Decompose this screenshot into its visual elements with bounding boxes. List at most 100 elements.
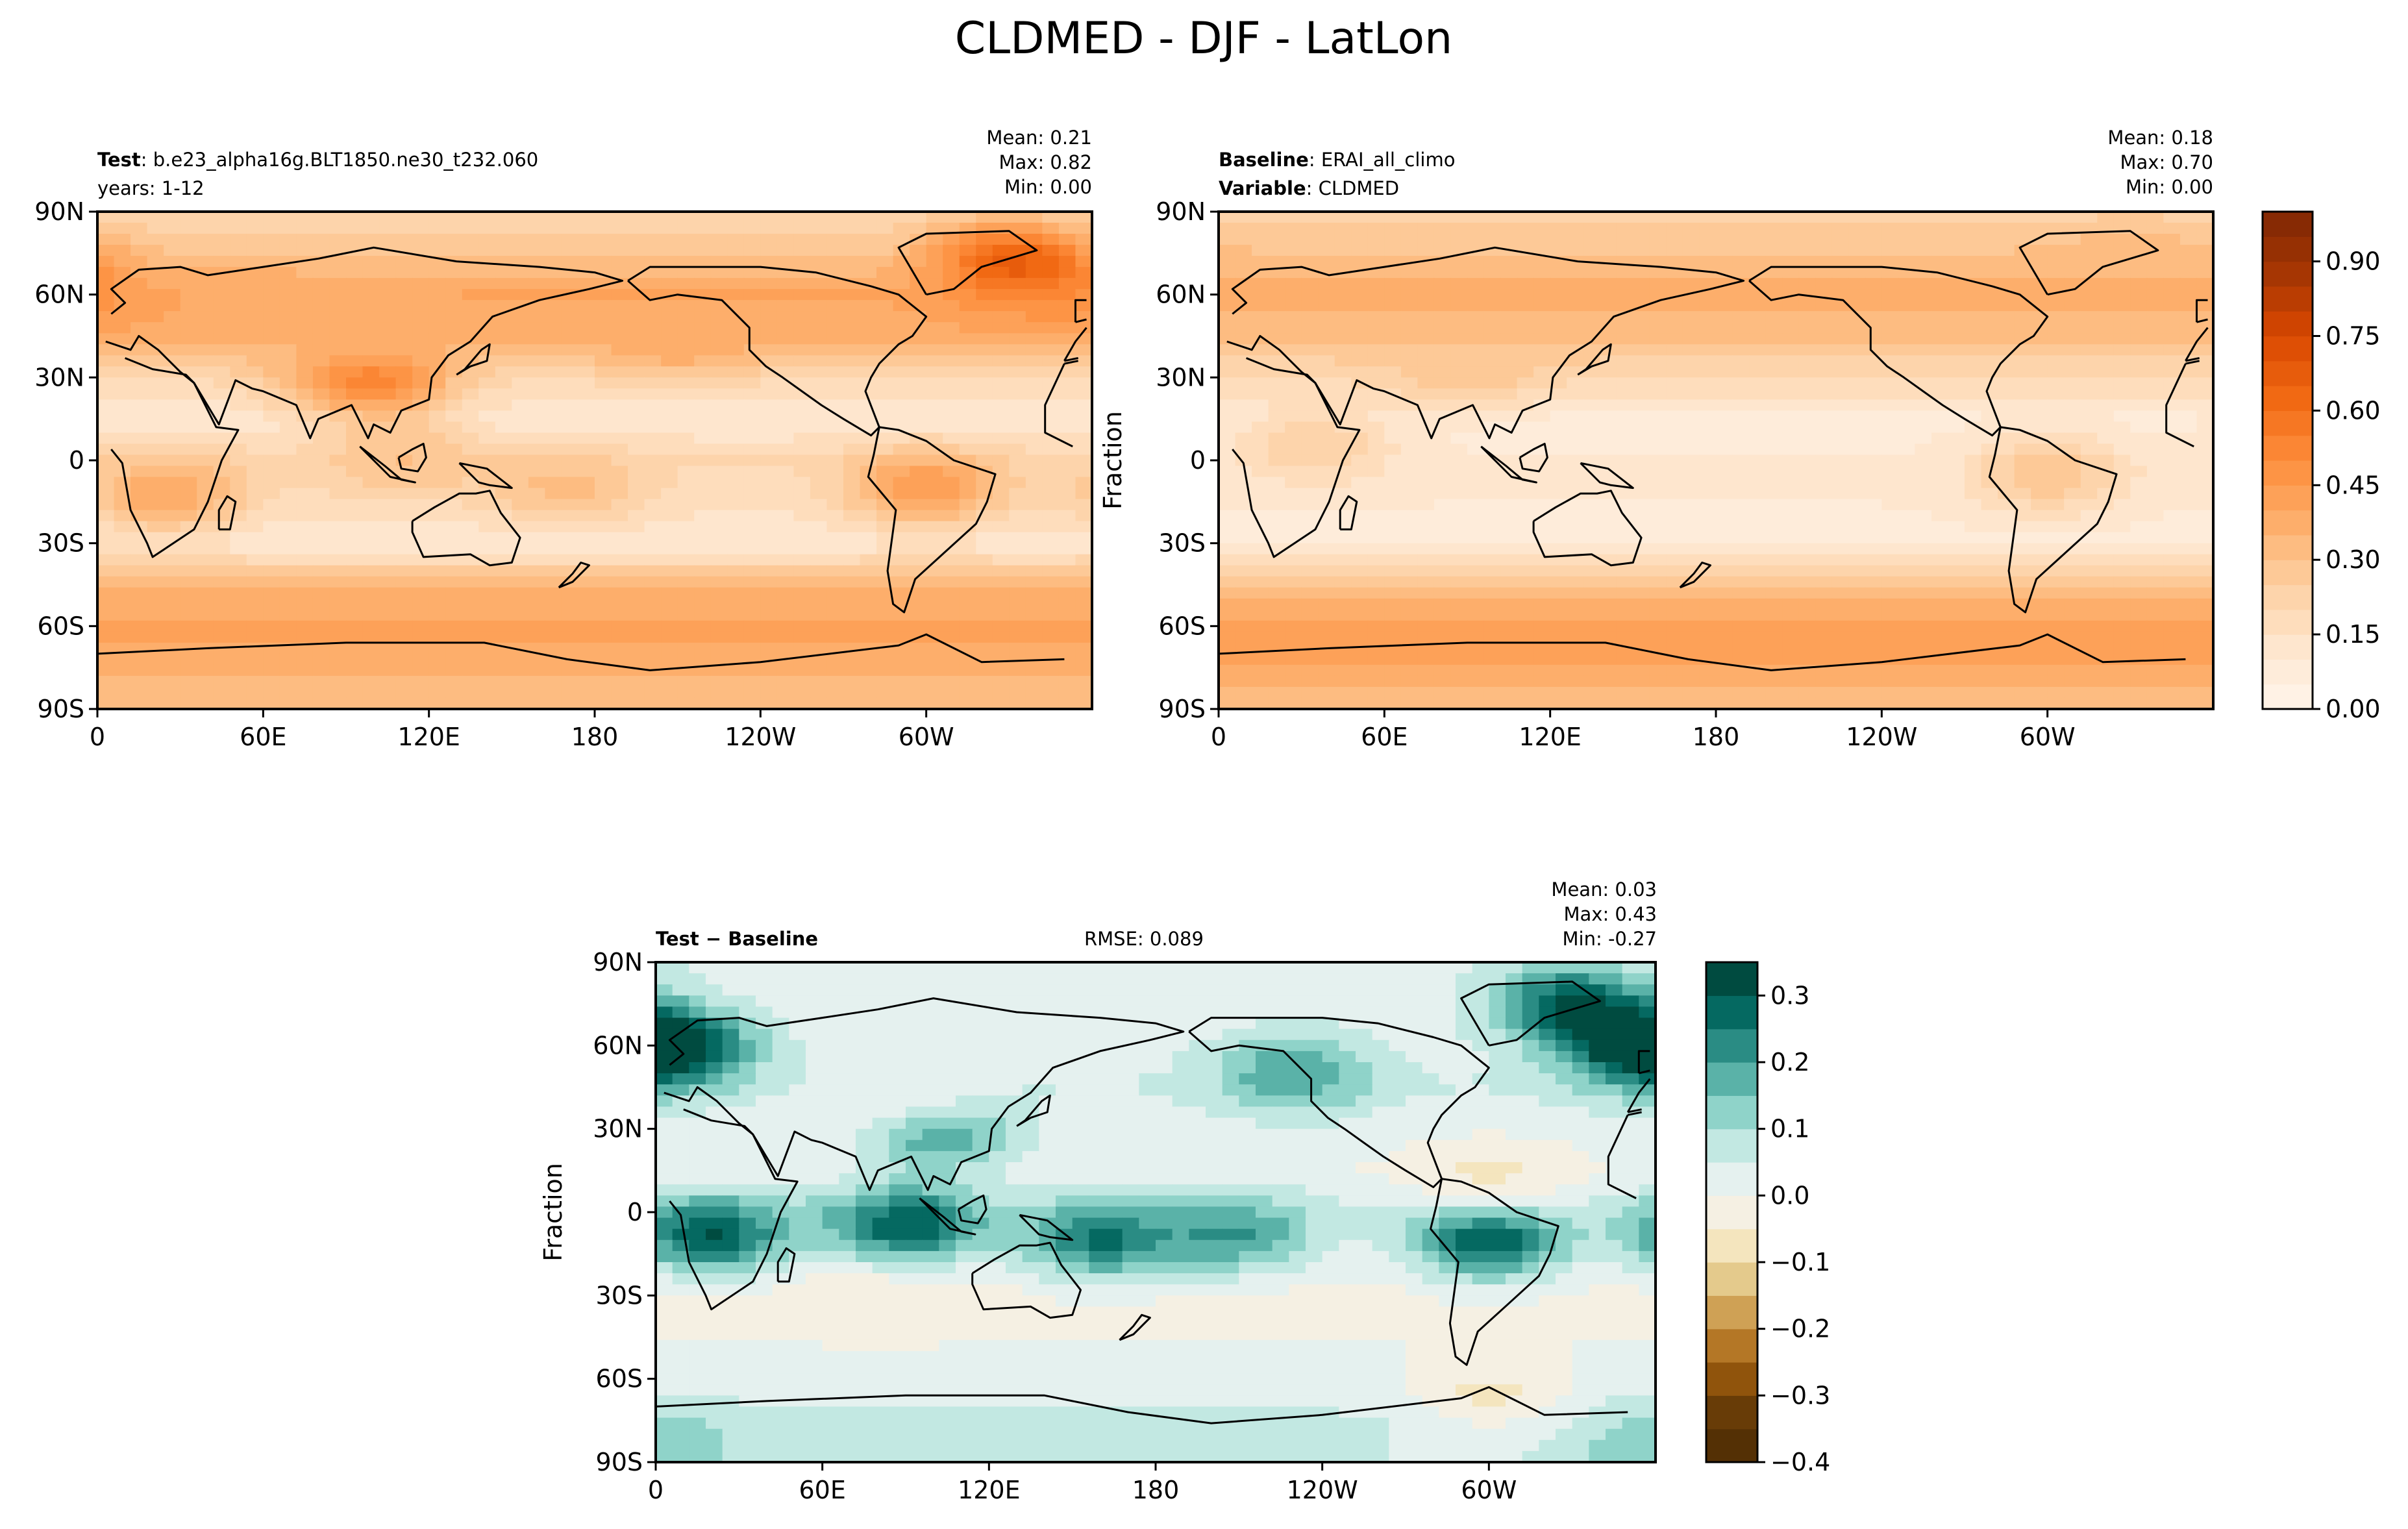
heatmap-cell <box>1865 344 1882 356</box>
heatmap-cell <box>1931 466 1949 478</box>
heatmap-cell <box>1931 477 1949 489</box>
heatmap-cell <box>1782 466 1800 478</box>
heatmap-cell <box>1815 212 1833 223</box>
heatmap-cell <box>1732 521 1750 533</box>
heatmap-cell <box>495 631 512 643</box>
heatmap-cell <box>1301 620 1319 632</box>
heatmap-cell <box>1351 488 1369 500</box>
heatmap-cell <box>1075 576 1092 588</box>
heatmap-cell <box>1898 466 1915 478</box>
heatmap-cell <box>2130 300 2148 312</box>
heatmap-cell <box>2179 565 2198 577</box>
heatmap-cell <box>893 344 910 356</box>
heatmap-cell <box>1450 267 1468 279</box>
heatmap-cell <box>1981 212 1998 223</box>
heatmap-cell <box>263 477 280 489</box>
heatmap-cell <box>826 454 844 467</box>
heatmap-cell <box>2196 432 2213 445</box>
heatmap-cell <box>992 377 1010 389</box>
heatmap-cell <box>164 477 181 489</box>
heatmap-cell <box>893 686 910 699</box>
heatmap-cell <box>1075 300 1092 312</box>
heatmap-cell <box>1483 388 1501 400</box>
heatmap-cell <box>793 686 811 699</box>
heatmap-cell <box>595 653 612 665</box>
heatmap-cell <box>1058 377 1076 389</box>
heatmap-cell <box>2196 311 2213 323</box>
heatmap-cell <box>793 598 811 610</box>
heatmap-cell <box>992 443 1010 456</box>
heatmap-cell <box>793 278 811 290</box>
heatmap-cell <box>1915 278 1932 290</box>
heatmap-cell <box>959 576 976 588</box>
heatmap-cell <box>428 432 446 445</box>
heatmap-cell <box>661 543 678 555</box>
heatmap-cell <box>943 289 960 301</box>
heatmap-cell <box>1417 234 1435 245</box>
heatmap-cell <box>1666 466 1683 478</box>
heatmap-cell <box>910 399 927 411</box>
heatmap-cell <box>263 532 280 544</box>
heatmap-cell <box>97 278 115 290</box>
heatmap-cell <box>1058 587 1076 599</box>
heatmap-cell <box>760 664 778 677</box>
heatmap-cell <box>279 587 297 599</box>
heatmap-cell <box>1351 234 1369 245</box>
heatmap-cell <box>512 686 529 699</box>
heatmap-cell <box>926 521 943 533</box>
heatmap-cell <box>1517 620 1534 632</box>
heatmap-cell <box>1009 454 1026 467</box>
heatmap-cell <box>2031 410 2048 423</box>
heatmap-cell <box>826 532 844 544</box>
heatmap-cell <box>495 587 512 599</box>
heatmap-cell <box>1981 355 1998 367</box>
heatmap-cell <box>1682 256 1700 267</box>
heatmap-cell <box>1058 488 1076 500</box>
heatmap-cell <box>776 399 794 411</box>
heatmap-cell <box>2014 454 2031 467</box>
heatmap-cell <box>1633 377 1650 389</box>
heatmap-cell <box>478 278 496 290</box>
heatmap-cell <box>1633 499 1650 511</box>
heatmap-cell <box>926 212 943 223</box>
heatmap-cell <box>1782 532 1800 544</box>
variable-name: CLDMED <box>1319 177 1399 199</box>
heatmap-cell <box>312 554 330 566</box>
heatmap-cell <box>1583 234 1600 245</box>
heatmap-cell <box>1517 598 1534 610</box>
heatmap-cell <box>727 410 745 423</box>
heatmap-cell <box>1600 454 1617 467</box>
heatmap-cell <box>743 499 761 511</box>
heatmap-cell <box>1567 399 1584 411</box>
heatmap-cell <box>743 454 761 467</box>
heatmap-cell <box>959 344 976 356</box>
heatmap-cell <box>1732 554 1750 566</box>
heatmap-cell <box>97 565 115 577</box>
heatmap-cell <box>1981 488 1998 500</box>
heatmap-cell <box>164 565 181 577</box>
heatmap-cell <box>1699 598 1717 610</box>
heatmap-cell <box>860 477 877 489</box>
heatmap-cell <box>710 576 728 588</box>
heatmap-cell <box>1915 388 1932 400</box>
heatmap-cell <box>1682 333 1700 345</box>
greenland-coast <box>897 230 1038 296</box>
heatmap-cell <box>976 278 993 290</box>
heatmap-cell <box>1915 245 1932 256</box>
heatmap-cell <box>694 300 712 312</box>
heatmap-cell <box>512 675 529 688</box>
heatmap-cell <box>1616 377 1633 389</box>
heatmap-cell <box>130 322 148 334</box>
heatmap-cell <box>926 454 943 467</box>
heatmap-cell <box>180 587 197 599</box>
heatmap-cell <box>462 300 479 312</box>
heatmap-cell <box>727 278 745 290</box>
heatmap-cell <box>1450 388 1468 400</box>
heatmap-cell <box>1400 454 1418 467</box>
heatmap-cell <box>1009 245 1026 256</box>
heatmap-cell <box>1682 521 1700 533</box>
heatmap-cell <box>495 499 512 511</box>
heatmap-cell <box>1434 366 1452 378</box>
heatmap-cell <box>1815 399 1833 411</box>
heatmap-cell <box>329 289 347 301</box>
